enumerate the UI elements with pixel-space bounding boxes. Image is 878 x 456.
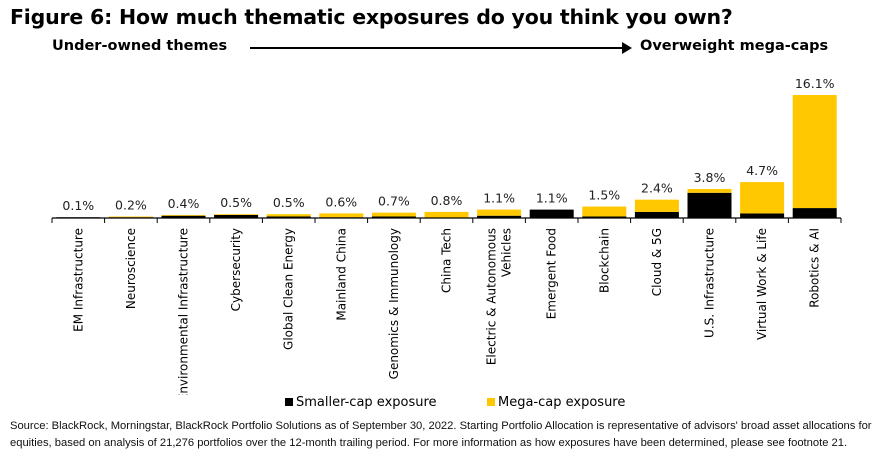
bar-mega-cap-blockchain: [582, 206, 627, 217]
bar-mega-cap-robotics-and-ai: [792, 95, 837, 209]
legend-label-small-cap: Smaller-cap exposure: [296, 395, 437, 410]
category-label-line: Virtual Work & Life: [755, 228, 769, 340]
data-label-global-clean-energy: 0.5%: [273, 195, 305, 210]
category-label-line: Robotics & AI: [808, 228, 822, 308]
bar-small-cap-electric-and-autonomous-vehicles: [477, 215, 522, 218]
category-label-line: Blockchain: [597, 228, 611, 293]
category-label-cybersecurity: Cybersecurity: [229, 228, 243, 311]
category-label-electric-and-autonomous-vehicles: Electric & AutonomousVehicles: [485, 228, 514, 365]
data-label-blockchain: 1.5%: [588, 188, 620, 203]
category-label-line: EM Infrastructure: [71, 228, 85, 332]
category-label-u-s-infrastructure: U.S. Infrastructure: [703, 228, 717, 338]
legend-item-mega-cap: Mega-cap exposure: [487, 395, 625, 410]
data-label-neuroscience: 0.2%: [115, 197, 147, 212]
category-label-line: Genomics & Immunology: [387, 228, 401, 379]
bar-small-cap-emergent-food: [529, 209, 574, 218]
category-label-line: Vehicles: [500, 228, 514, 277]
data-label-environmental-infrastructure: 0.4%: [168, 196, 200, 211]
category-label-line: U.S. Infrastructure: [703, 228, 717, 338]
figure-title: Figure 6: How much thematic exposures do…: [10, 5, 733, 29]
bar-small-cap-u-s-infrastructure: [687, 192, 732, 218]
arrow-right-icon: [622, 41, 632, 54]
category-label-global-clean-energy: Global Clean Energy: [282, 228, 296, 350]
category-label-emergent-food: Emergent Food: [545, 228, 559, 319]
data-label-u-s-infrastructure: 3.8%: [694, 170, 726, 185]
category-label-line: Cybersecurity: [229, 228, 243, 311]
bar-mega-cap-mainland-china: [319, 213, 364, 218]
bar-mega-cap-neuroscience: [108, 216, 153, 218]
data-label-cloud-and-5g: 2.4%: [641, 181, 673, 196]
category-label-neuroscience: Neuroscience: [124, 228, 138, 309]
bar-mega-cap-cybersecurity: [214, 214, 259, 215]
bar-small-cap-global-clean-energy: [266, 216, 311, 218]
bar-small-cap-virtual-work-and-life: [740, 213, 785, 218]
bar-mega-cap-global-clean-energy: [266, 214, 311, 217]
legend-label-mega-cap: Mega-cap exposure: [498, 395, 626, 410]
data-label-china-tech: 0.8%: [431, 193, 463, 208]
bar-mega-cap-electric-and-autonomous-vehicles: [477, 209, 522, 216]
legend-swatch-small-cap: [285, 398, 293, 406]
bar-mega-cap-cloud-and-5g: [634, 199, 679, 212]
data-label-genomics-and-immunology: 0.7%: [378, 194, 410, 209]
data-label-robotics-and-ai: 16.1%: [795, 76, 835, 91]
category-label-line: Electric & Autonomous: [485, 228, 499, 365]
category-label-line: Neuroscience: [124, 228, 138, 309]
bar-small-cap-environmental-infrastructure: [161, 215, 206, 218]
category-label-cloud-and-5g: Cloud & 5G: [650, 228, 664, 296]
category-label-line: Global Clean Energy: [282, 228, 296, 350]
category-label-mainland-china: Mainland China: [334, 228, 348, 321]
category-label-line: Emergent Food: [545, 228, 559, 319]
bar-mega-cap-genomics-and-immunology: [371, 212, 416, 217]
category-label-blockchain: Blockchain: [597, 228, 611, 293]
source-footnote: Source: BlackRock, Morningstar, BlackRoc…: [10, 420, 872, 449]
direction-arrow-line: [250, 47, 628, 49]
data-label-cybersecurity: 0.5%: [220, 195, 252, 210]
category-label-virtual-work-and-life: Virtual Work & Life: [755, 228, 769, 340]
overweight-label: Overweight mega-caps: [640, 38, 829, 54]
bar-small-cap-cloud-and-5g: [634, 211, 679, 218]
bar-small-cap-blockchain: [582, 216, 627, 218]
data-label-electric-and-autonomous-vehicles: 1.1%: [483, 191, 515, 206]
under-owned-label: Under-owned themes: [52, 38, 228, 54]
category-label-line: Cloud & 5G: [650, 228, 664, 296]
bar-mega-cap-virtual-work-and-life: [740, 182, 785, 214]
bar-mega-cap-environmental-infrastructure: [161, 214, 206, 216]
data-label-virtual-work-and-life: 4.7%: [746, 163, 778, 178]
bar-small-cap-cybersecurity: [214, 214, 259, 218]
stacked-bar-chart: 0.1% EM Infrastructure 0.2% Neuroscience 0.4…: [51, 76, 842, 395]
bar-small-cap-genomics-and-immunology: [371, 216, 416, 218]
category-label-line: Mainland China: [334, 228, 348, 321]
data-label-mainland-china: 0.6%: [325, 194, 357, 209]
bar-small-cap-robotics-and-ai: [792, 208, 837, 218]
bar-mega-cap-u-s-infrastructure: [687, 188, 732, 193]
legend-item-small-cap: Smaller-cap exposure: [285, 395, 437, 410]
data-label-emergent-food: 1.1%: [536, 191, 568, 206]
category-label-line: China Tech: [440, 228, 454, 293]
category-label-line: Environmental Infrastructure: [177, 228, 191, 395]
data-label-em-infrastructure: 0.1%: [62, 198, 94, 213]
legend-swatch-mega-cap: [487, 398, 495, 406]
category-label-environmental-infrastructure: Environmental Infrastructure: [177, 228, 191, 395]
category-label-em-infrastructure: EM Infrastructure: [71, 228, 85, 332]
bar-mega-cap-china-tech: [424, 211, 469, 218]
category-label-genomics-and-immunology: Genomics & Immunology: [387, 228, 401, 379]
category-label-china-tech: China Tech: [440, 228, 454, 293]
category-label-robotics-and-ai: Robotics & AI: [808, 228, 822, 308]
